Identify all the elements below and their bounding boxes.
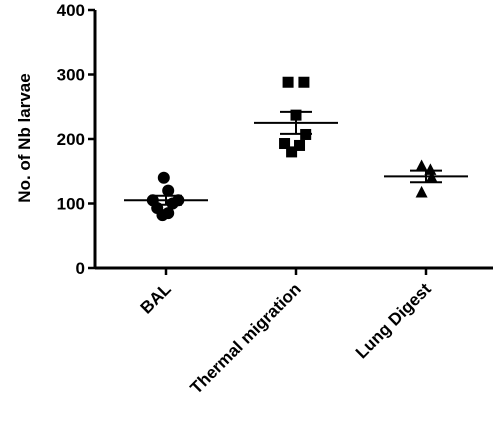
y-tick-label: 300: [57, 66, 85, 85]
y-tick-label: 0: [76, 259, 85, 278]
y-tick-label: 400: [57, 1, 85, 20]
data-point: [294, 139, 306, 151]
data-point: [415, 159, 428, 172]
x-tick-label: Thermal migration: [187, 279, 305, 397]
x-axis: BAL Thermal migration Lung Digest: [95, 266, 493, 398]
data-point: [415, 185, 428, 198]
x-tick-label: Lung Digest: [352, 279, 435, 362]
data-marks: [124, 76, 468, 222]
y-tick-label: 200: [57, 130, 85, 149]
y-axis: 0 100 200 300 400: [57, 1, 97, 278]
y-tick-label: 100: [57, 195, 85, 214]
data-point: [157, 171, 170, 184]
y-axis-title: No. of Nb larvae: [15, 73, 34, 202]
data-point: [162, 184, 175, 197]
data-point: [162, 207, 175, 220]
data-point: [279, 138, 291, 150]
data-point: [424, 163, 437, 175]
data-point: [282, 76, 294, 88]
data-point: [286, 146, 298, 158]
x-tick-label: BAL: [137, 279, 175, 317]
data-point: [298, 76, 310, 88]
